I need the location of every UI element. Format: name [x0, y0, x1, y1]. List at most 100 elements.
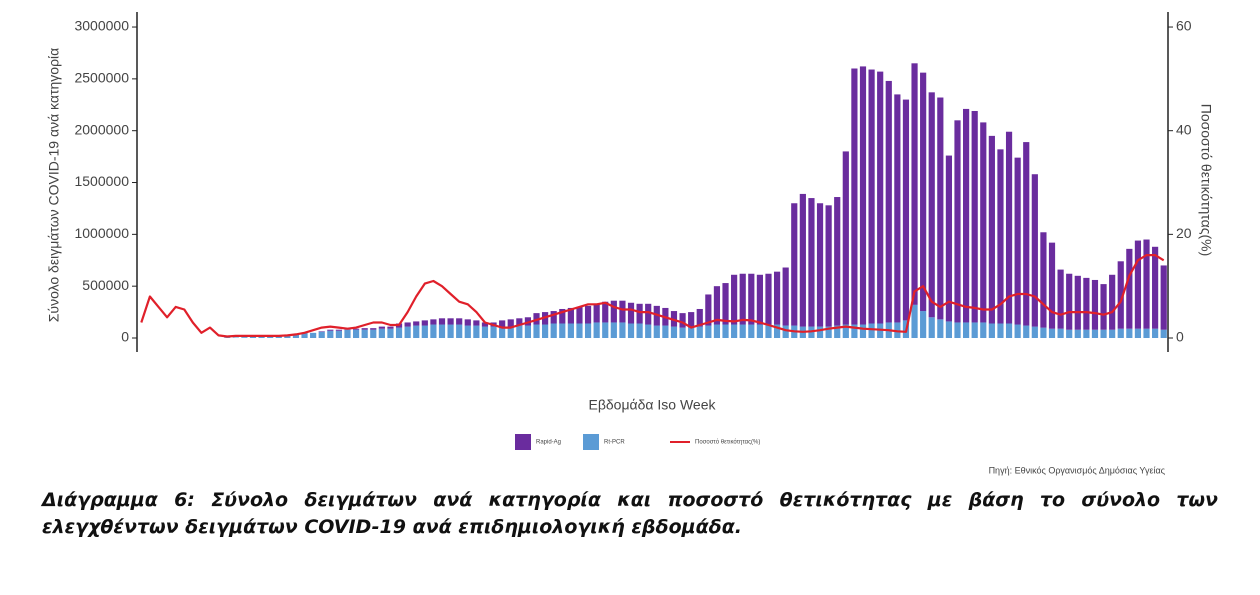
bar [1100, 284, 1107, 330]
bar [507, 319, 514, 327]
legend-label: Rt-PCR [604, 440, 625, 446]
bar [868, 69, 875, 324]
bar [1023, 325, 1030, 339]
bar [696, 308, 703, 327]
bar [258, 336, 265, 339]
bar [937, 319, 944, 339]
bar [413, 325, 420, 339]
bar [636, 323, 643, 339]
bar [301, 332, 308, 339]
bar [842, 151, 849, 325]
bar [731, 274, 738, 325]
bar [224, 337, 231, 339]
bar [842, 324, 849, 339]
bar [344, 329, 351, 339]
bar [1048, 242, 1056, 329]
bar [438, 318, 446, 325]
bar [1023, 142, 1030, 326]
bar [920, 311, 927, 339]
bar [464, 319, 471, 326]
bar [267, 336, 274, 339]
bar [602, 322, 609, 339]
bar [713, 324, 721, 339]
bar [490, 326, 497, 339]
bar [997, 149, 1004, 324]
bar [1152, 328, 1159, 339]
bar [1143, 328, 1150, 339]
bar [1160, 265, 1167, 330]
bar [928, 317, 935, 339]
bar [963, 322, 970, 339]
y-tick-label: 2000000 [74, 121, 129, 137]
bar [318, 331, 325, 332]
bar [722, 324, 729, 339]
bar [834, 197, 841, 326]
bar [619, 300, 626, 323]
bar [705, 325, 712, 339]
bar [988, 323, 995, 339]
bar [232, 337, 239, 339]
bar [421, 325, 428, 339]
bar [731, 324, 738, 339]
bar [1074, 329, 1081, 339]
bar [963, 108, 970, 323]
bar [1134, 240, 1142, 329]
bar [464, 325, 471, 339]
bar [542, 324, 549, 339]
bar [576, 306, 583, 324]
line [140, 254, 1165, 338]
bar [550, 311, 557, 324]
bar [1057, 328, 1064, 339]
bar [971, 110, 978, 323]
bar [859, 324, 867, 339]
bar [516, 318, 523, 326]
y-tick-label: 0 [121, 329, 129, 345]
y2-tick-label: 20 [1176, 225, 1192, 241]
bar [1083, 277, 1090, 330]
bar [894, 94, 901, 323]
y-tick-label: 1000000 [74, 225, 129, 241]
bar [370, 329, 377, 339]
y2-axis-label: Ποσοστό θετικότητας(%) [1198, 104, 1214, 257]
bar [1014, 157, 1021, 325]
bar [773, 324, 781, 339]
bar [361, 328, 368, 330]
bar [335, 330, 342, 339]
bar [310, 332, 317, 339]
bar [713, 286, 721, 325]
bar [765, 324, 772, 339]
bar [610, 300, 617, 323]
bar [1109, 329, 1116, 339]
bar [576, 323, 583, 339]
bar [481, 326, 489, 339]
bar [782, 325, 789, 339]
bar [550, 323, 557, 339]
bar [954, 120, 961, 323]
bar [1005, 131, 1013, 324]
bar [722, 283, 729, 325]
bar [773, 271, 781, 325]
bar [679, 327, 686, 339]
bar [1066, 273, 1073, 330]
y-tick-label: 2500000 [74, 70, 129, 86]
bar [559, 308, 566, 324]
bar [610, 322, 617, 339]
bar [705, 294, 712, 326]
bar [825, 205, 832, 327]
bar [679, 313, 686, 328]
bar [567, 323, 574, 339]
bar [507, 326, 514, 339]
bar [602, 301, 609, 323]
bar [524, 325, 532, 339]
bar [241, 337, 248, 339]
bar [885, 80, 892, 323]
bar [413, 321, 420, 326]
legend-label: Rapid-Ag [536, 440, 561, 446]
bar [619, 322, 626, 339]
bar [1152, 246, 1159, 329]
bar [748, 324, 755, 339]
bar [1074, 275, 1081, 330]
bar [627, 302, 635, 324]
bar [954, 322, 961, 339]
bar [825, 326, 832, 339]
